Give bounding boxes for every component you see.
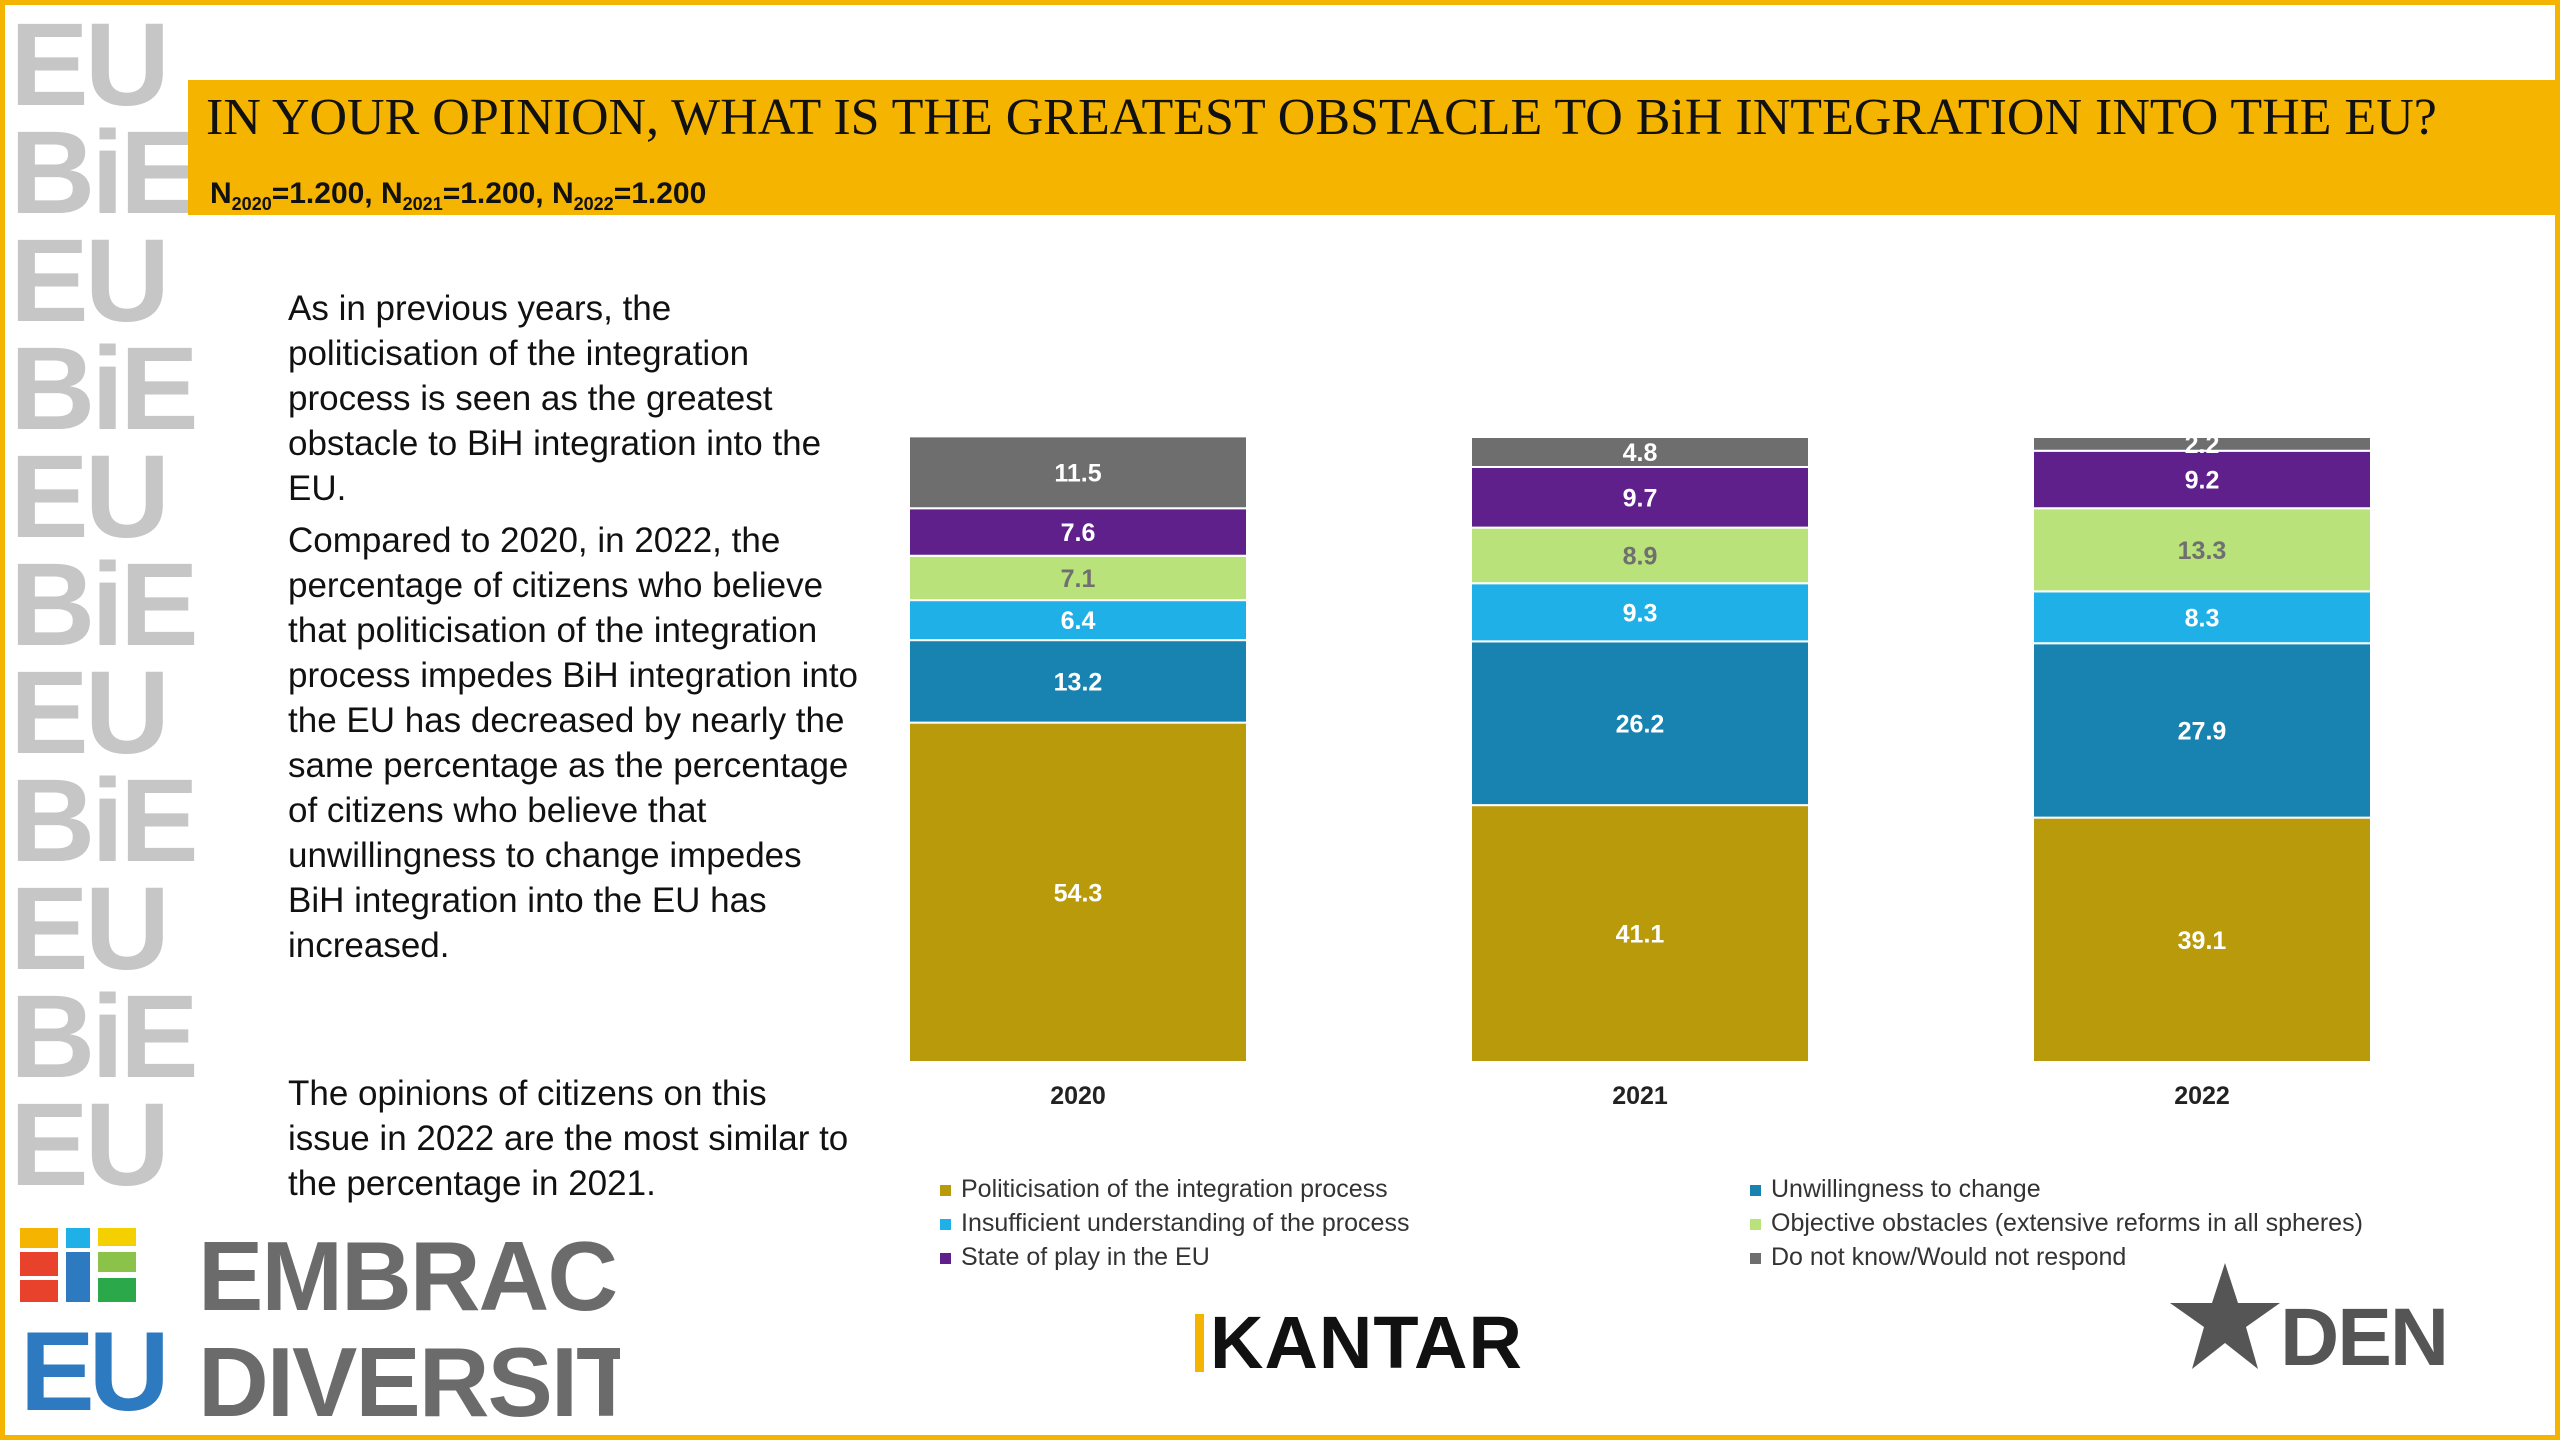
sample-size-part: N <box>380 177 403 210</box>
bar-segment <box>908 639 1248 724</box>
data-label: 41.1 <box>1616 921 1665 949</box>
legend-swatch <box>1750 1184 1761 1196</box>
diversity-text: DIVERSITY <box>198 1327 620 1430</box>
legend-label: Do not know/Would not respond <box>1771 1243 2127 1271</box>
bar-segment <box>2032 642 2372 819</box>
bar-segment <box>2032 816 2372 1063</box>
body-paragraph-3: The opinions of citizens on this issue i… <box>288 1074 849 1203</box>
data-label: 2.2 <box>2185 431 2220 459</box>
legend-swatch <box>940 1184 951 1196</box>
strip-mark: BiE <box>10 755 199 887</box>
bar-segment <box>908 507 1248 557</box>
legend-swatch <box>1750 1252 1761 1264</box>
bar-segment <box>908 599 1248 642</box>
strip-mark: BiE <box>10 107 199 239</box>
sample-size-value: =1.200 <box>613 177 707 210</box>
bar-segment <box>2032 436 2372 452</box>
bar-segment <box>908 721 1248 1063</box>
embrace-eu-mark: EU <box>20 1309 164 1430</box>
bar-segment <box>1470 640 1810 807</box>
sample-size-year: 2022 <box>573 194 614 214</box>
legend-item: Insufficient understanding of the proces… <box>940 1209 1409 1238</box>
bar-segment <box>1470 436 1810 468</box>
legend-label: Politicisation of the integration proces… <box>961 1175 1388 1203</box>
den-logo-text: DEN <box>2280 1292 2447 1383</box>
legend-swatch <box>1750 1218 1761 1230</box>
legend-label: Unwillingness to change <box>1771 1175 2041 1203</box>
bar-segment <box>908 554 1248 602</box>
data-label: 7.1 <box>1061 565 1096 593</box>
bar-segment <box>1470 804 1810 1063</box>
bar-segment <box>2032 449 2372 510</box>
strip-mark: BiE <box>10 539 199 671</box>
sample-size-part: N <box>551 177 574 210</box>
x-axis-tick-label: 2021 <box>1612 1082 1668 1110</box>
left-decorative-strip: EU BiE EU BiE EU BiE EU BiE EU BiE EU <box>10 0 199 1211</box>
legend-item: Unwillingness to change <box>1750 1175 2041 1204</box>
legend-item: State of play in the EU <box>940 1243 1210 1272</box>
den-logo: DEN <box>2170 1263 2449 1383</box>
data-label: 54.3 <box>1054 879 1103 907</box>
chart-legend: Politicisation of the integration proces… <box>940 1175 2440 1285</box>
sample-size-value: =1.200, <box>442 177 552 210</box>
title-banner: IN YOUR OPINION, WHAT IS THE GREATEST OB… <box>188 80 2560 215</box>
strip-mark: EU <box>10 431 170 563</box>
bar-segment <box>1470 526 1810 585</box>
legend-label: Insufficient understanding of the proces… <box>961 1209 1410 1237</box>
bar-segment <box>1470 466 1810 529</box>
data-label: 11.5 <box>1054 459 1101 487</box>
strip-mark: BiE <box>10 323 199 455</box>
strip-mark: EU <box>10 215 170 347</box>
bar-segment <box>2032 507 2372 593</box>
x-axis-tick-label: 2020 <box>1050 1082 1106 1110</box>
kantar-logo: KANTAR <box>1195 1300 1523 1385</box>
legend-item: Do not know/Would not respond <box>1750 1243 2126 1272</box>
kantar-logo-text: KANTAR <box>1210 1301 1523 1384</box>
data-label: 13.2 <box>1054 668 1103 696</box>
data-label: 4.8 <box>1623 439 1658 467</box>
strip-mark: EU <box>10 647 170 779</box>
den-star-icon <box>2170 1263 2280 1369</box>
sample-size-part: N <box>210 177 232 210</box>
slide-title: IN YOUR OPINION, WHAT IS THE GREATEST OB… <box>206 89 2437 146</box>
data-label: 9.3 <box>1623 599 1658 627</box>
legend-swatch <box>940 1218 951 1230</box>
strip-mark: EU <box>10 1079 170 1211</box>
data-label: 26.2 <box>1616 710 1665 738</box>
strip-mark: EU <box>10 863 170 995</box>
data-label: 9.7 <box>1623 484 1658 512</box>
sample-size-year: 2020 <box>231 194 272 214</box>
data-label: 8.3 <box>2185 604 2220 632</box>
bar-segment <box>908 435 1248 510</box>
x-axis-tick-label: 2022 <box>2174 1082 2230 1110</box>
body-paragraph-2: Compared to 2020, in 2022, the percentag… <box>288 521 859 965</box>
data-label: 9.2 <box>2185 467 2220 495</box>
legend-swatch <box>940 1252 951 1264</box>
sample-size-note: N2020=1.200, N2021=1.200, N2022=1.200 <box>210 177 706 215</box>
strip-mark: EU <box>10 0 170 131</box>
body-paragraph-1: As in previous years, the politicisation… <box>288 289 822 508</box>
legend-item: Objective obstacles (extensive reforms i… <box>1750 1209 2363 1238</box>
data-label: 39.1 <box>2178 927 2227 955</box>
data-label: 13.3 <box>2178 537 2227 565</box>
embrace-diversity-logo: EU EMBRACE DIVERSITY <box>20 1221 620 1430</box>
legend-label: Objective obstacles (extensive reforms i… <box>1771 1209 2363 1237</box>
data-label: 8.9 <box>1623 542 1658 570</box>
data-label: 6.4 <box>1061 607 1096 635</box>
bar-segment <box>1470 582 1810 643</box>
sample-size-value: =1.200, <box>271 177 381 210</box>
strip-mark: BiE <box>10 971 199 1103</box>
data-label: 27.9 <box>2178 717 2227 745</box>
sample-size-year: 2021 <box>402 194 443 214</box>
legend-item: Politicisation of the integration proces… <box>940 1175 1388 1204</box>
embrace-text: EMBRACE <box>198 1221 620 1331</box>
legend-label: State of play in the EU <box>961 1243 1210 1271</box>
data-label: 7.6 <box>1061 519 1096 547</box>
